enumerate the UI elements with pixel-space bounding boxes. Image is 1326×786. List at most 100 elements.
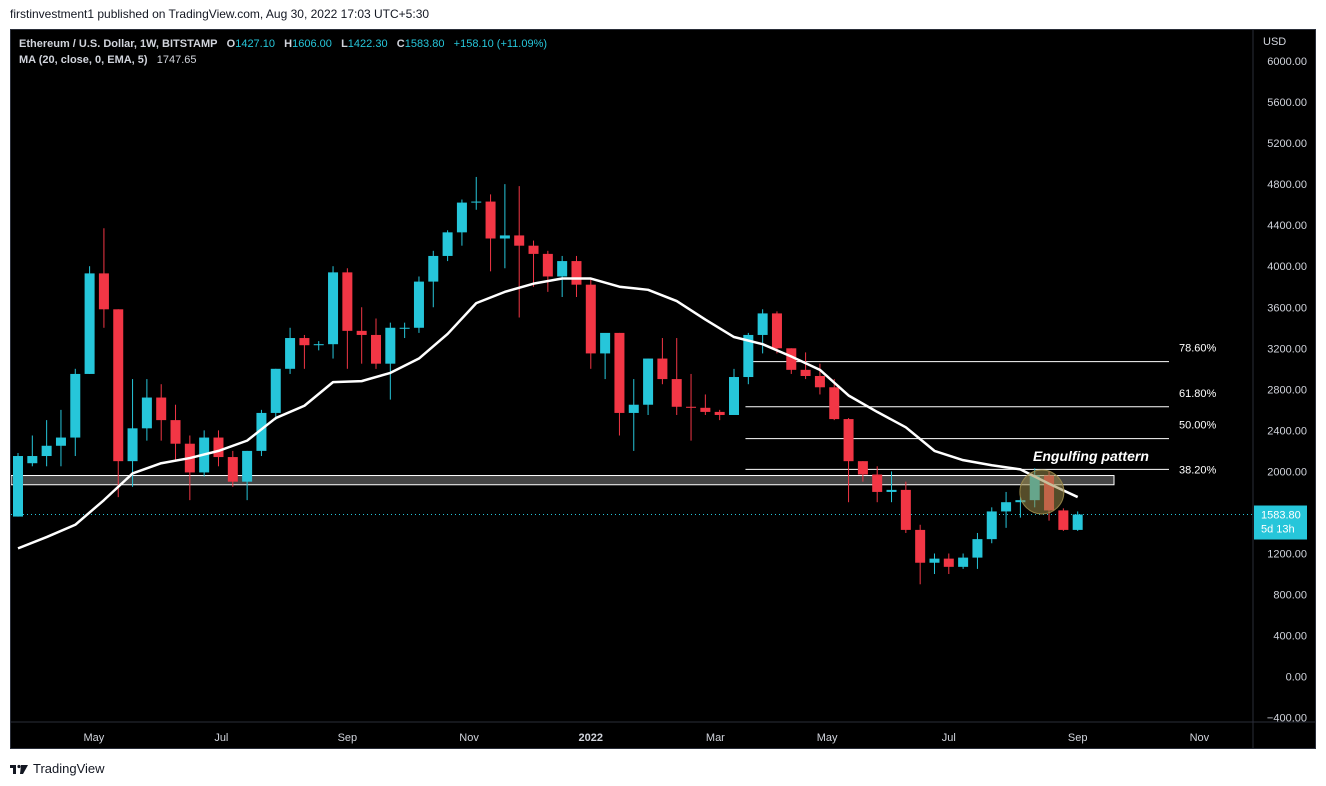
candlestick-chart[interactable]: USD 6000.00 5600.00 5200.00 4800.00 4400.00 40…: [11, 30, 1315, 748]
legend-open-label: O: [226, 38, 236, 50]
candle-body: [843, 419, 854, 462]
candle-body: [1058, 510, 1069, 530]
candle-body: [571, 261, 582, 285]
candle-body: [814, 375, 825, 388]
candle-body: [643, 358, 654, 405]
candle-body: [628, 404, 639, 413]
candle-body: [84, 273, 95, 374]
candle-body: [256, 412, 267, 451]
y-tick-label: 4000.00: [1267, 261, 1307, 273]
y-tick-label: 5600.00: [1267, 97, 1307, 109]
candle-body: [614, 332, 625, 413]
candle-body: [428, 255, 439, 282]
y-tick-label: 1200.00: [1267, 549, 1307, 561]
candle-body: [213, 437, 224, 458]
y-tick-label: 2800.00: [1267, 384, 1307, 396]
last-price-tag: [1254, 505, 1307, 540]
chart-legend: Ethereum / U.S. Dollar, 1W, BITSTAMP O14…: [19, 36, 547, 68]
candle-body: [729, 377, 739, 415]
candle-body: [456, 202, 467, 233]
fib-label: 50.00%: [1179, 420, 1217, 432]
y-tick-label: 5200.00: [1267, 138, 1307, 150]
candle-body: [657, 358, 668, 380]
candle-body: [958, 557, 969, 567]
candle-body: [900, 489, 911, 530]
y-tick-label: 4800.00: [1267, 179, 1307, 191]
candle-body: [242, 450, 253, 482]
candle-body: [757, 313, 768, 335]
x-tick-label: Nov: [459, 732, 479, 744]
candle-body: [943, 558, 954, 567]
x-tick-label: Jul: [214, 732, 228, 744]
candle-body: [986, 511, 997, 540]
candle-body: [800, 369, 811, 376]
candle-body: [141, 397, 152, 429]
fib-label: 78.60%: [1179, 343, 1217, 355]
candle-body: [156, 397, 167, 421]
support-zone: [11, 475, 1115, 486]
legend-symbol[interactable]: Ethereum / U.S. Dollar, 1W, BITSTAMP: [19, 38, 218, 50]
countdown-label: 5d 13h: [1261, 524, 1295, 536]
candle-body: [41, 445, 52, 457]
candle-body: [1015, 500, 1026, 503]
engulfing-highlight-circle: [1019, 469, 1065, 515]
candle-body: [557, 261, 568, 277]
candle-body: [299, 338, 310, 346]
candle-body: [485, 201, 496, 239]
candle-body: [542, 253, 553, 277]
y-tick-label: 3200.00: [1267, 343, 1307, 355]
legend-change: +158.10 (+11.09%): [453, 38, 548, 50]
fib-label: 38.20%: [1179, 464, 1217, 476]
publish-header: firstinvestment1 published on TradingVie…: [10, 7, 430, 21]
footer-brand: TradingView: [33, 761, 105, 776]
candle-body: [227, 457, 238, 482]
candle-body: [471, 201, 482, 203]
candle-body: [743, 334, 754, 378]
candle-body: [371, 334, 381, 364]
candle-body: [600, 332, 611, 354]
x-tick-label: Mar: [706, 732, 725, 744]
legend-ma-row: MA (20, close, 0, EMA, 5) 1747.65: [19, 52, 547, 68]
last-price-tag-value: 1583.80: [1261, 510, 1301, 522]
candle-body: [356, 330, 367, 335]
currency-label: USD: [1263, 36, 1286, 48]
x-tick-label: Nov: [1190, 732, 1210, 744]
chart-frame[interactable]: USD 6000.00 5600.00 5200.00 4800.00 4400.00 40…: [10, 29, 1316, 749]
candle-body: [915, 529, 926, 563]
legend-low-value: 1422.30: [347, 38, 388, 50]
y-tick-label: 0.00: [1286, 672, 1307, 684]
candle-body: [55, 437, 66, 446]
candle-body: [285, 338, 296, 369]
candle-body: [786, 348, 797, 370]
candle-body: [929, 558, 940, 563]
candle-body: [671, 379, 682, 407]
candle-body: [342, 272, 353, 331]
y-tick-label: 2400.00: [1267, 425, 1307, 437]
candle-body: [829, 387, 840, 420]
y-tick-label: 800.00: [1273, 590, 1307, 602]
y-tick-label: 3600.00: [1267, 302, 1307, 314]
x-tick-label: Jul: [942, 732, 956, 744]
y-tick-label: 4400.00: [1267, 220, 1307, 232]
x-tick-label: Sep: [1068, 732, 1088, 744]
legend-ma-label[interactable]: MA (20, close, 0, EMA, 5): [19, 54, 148, 66]
candle-body: [872, 474, 883, 492]
legend-high-value: 1606.00: [292, 38, 332, 50]
candle-body: [528, 245, 539, 254]
candle-body: [113, 309, 124, 462]
candle-body: [70, 373, 81, 438]
y-tick-label: −400.00: [1267, 713, 1307, 725]
candle-body: [442, 232, 453, 256]
y-tick-label: 2000.00: [1267, 466, 1307, 478]
candle-body: [27, 456, 38, 464]
candle-body: [1072, 514, 1083, 530]
candle-body: [585, 284, 596, 354]
x-tick-label: Sep: [338, 732, 358, 744]
candle-body: [857, 461, 868, 475]
tradingview-footer[interactable]: TradingView: [10, 761, 105, 776]
legend-low-label: L: [341, 38, 348, 50]
candle-body: [714, 411, 725, 415]
legend-open-value: 1427.10: [235, 38, 275, 50]
candle-body: [313, 344, 324, 346]
candle-body: [98, 273, 109, 310]
